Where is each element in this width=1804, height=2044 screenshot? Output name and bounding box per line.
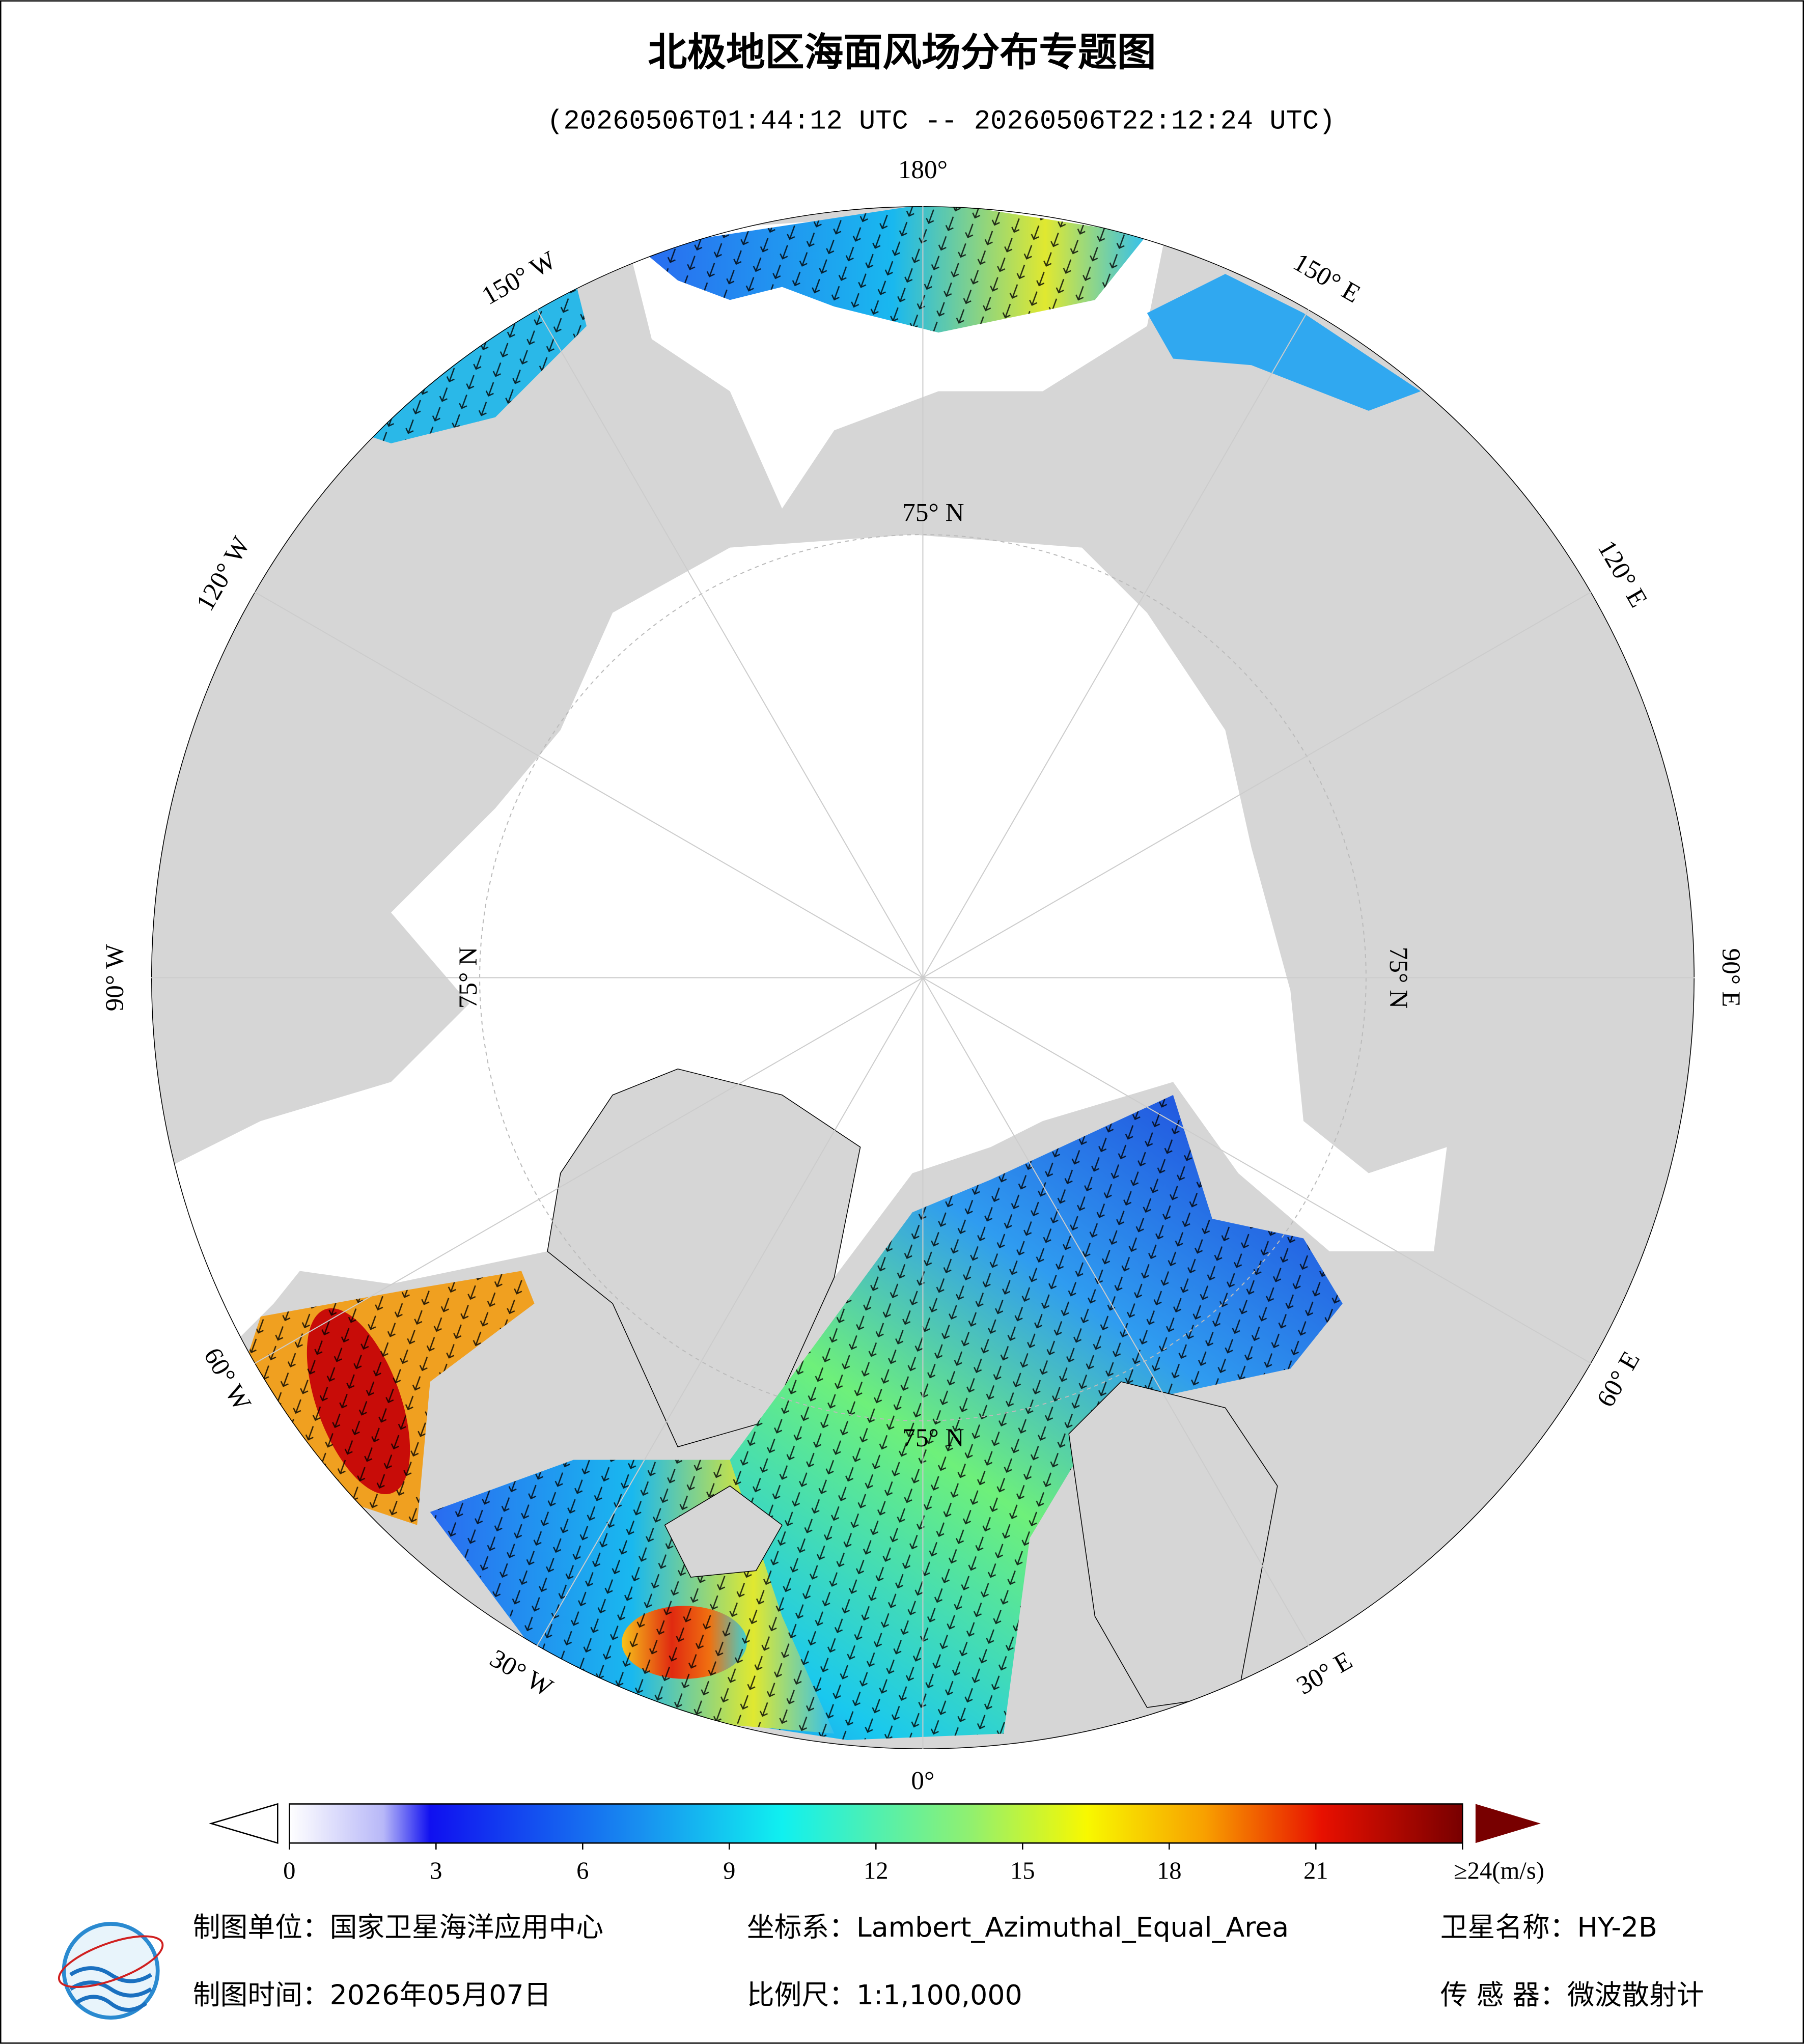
- wind-arrows: [247, 206, 1343, 1741]
- arctic-ocean: [156, 535, 1447, 1447]
- lat-label: 75° N: [902, 498, 964, 527]
- scandinavia: [1068, 1381, 1278, 1708]
- colorbar-bar: [289, 1803, 1463, 1844]
- colorbar: [209, 1803, 1541, 1844]
- colorbar-tick-label: 6: [576, 1857, 589, 1884]
- colorbar-tick-label: ≥24(m/s): [1454, 1857, 1544, 1884]
- colorbar-tick-label: 15: [1010, 1857, 1035, 1884]
- colorbar-tick-label: 9: [723, 1857, 735, 1884]
- greenland: [547, 1068, 861, 1447]
- colorbar-tick-label: 12: [864, 1857, 889, 1884]
- colorbar-max-arrow: [1475, 1804, 1541, 1843]
- meridian: [536, 977, 924, 1646]
- meridian: [922, 977, 1310, 1646]
- meridian: [922, 977, 1592, 1364]
- colorbar-tick-label: 18: [1157, 1857, 1182, 1884]
- logo: [58, 1922, 164, 2020]
- lat-label: 75° N: [1384, 947, 1413, 1009]
- wind-field: [1147, 274, 1421, 411]
- meridian: [922, 591, 1592, 978]
- meridian: [536, 309, 924, 978]
- meridian: [254, 977, 923, 1364]
- colorbar-tick-label: 3: [430, 1857, 442, 1884]
- footer-scale: 比例尺：1:1,100,000: [747, 1979, 1022, 2011]
- colorbar-tick-label: 21: [1303, 1857, 1328, 1884]
- subtitle: (20260506T01:44:12 UTC -- 20260506T22:12…: [547, 106, 1335, 137]
- lon-label: 90° E: [1716, 948, 1745, 1007]
- graticule: [151, 206, 1695, 1749]
- iceland: [664, 1485, 783, 1578]
- footer-satellite: 卫星名称：HY-2B: [1440, 1911, 1657, 1943]
- lon-label: 0°: [911, 1766, 934, 1795]
- colorbar-min-arrow: [209, 1803, 279, 1844]
- lon-label: 90° W: [100, 944, 129, 1012]
- lat-label: 75° N: [454, 947, 483, 1009]
- meridian: [254, 591, 923, 978]
- footer-unit: 制图单位：国家卫星海洋应用中心: [193, 1911, 603, 1943]
- title: 北极地区海面风场分布专题图: [648, 30, 1156, 75]
- footer-date: 制图时间：2026年05月07日: [193, 1979, 551, 2011]
- lon-label: 180°: [898, 155, 948, 184]
- lat-label: 75° N: [902, 1423, 964, 1452]
- footer-sensor: 传 感 器：微波散射计: [1440, 1979, 1704, 2011]
- footer-crs: 坐标系：Lambert_Azimuthal_Equal_Area: [747, 1911, 1289, 1943]
- meridian: [922, 309, 1310, 978]
- colorbar-tick-label: 0: [283, 1857, 295, 1884]
